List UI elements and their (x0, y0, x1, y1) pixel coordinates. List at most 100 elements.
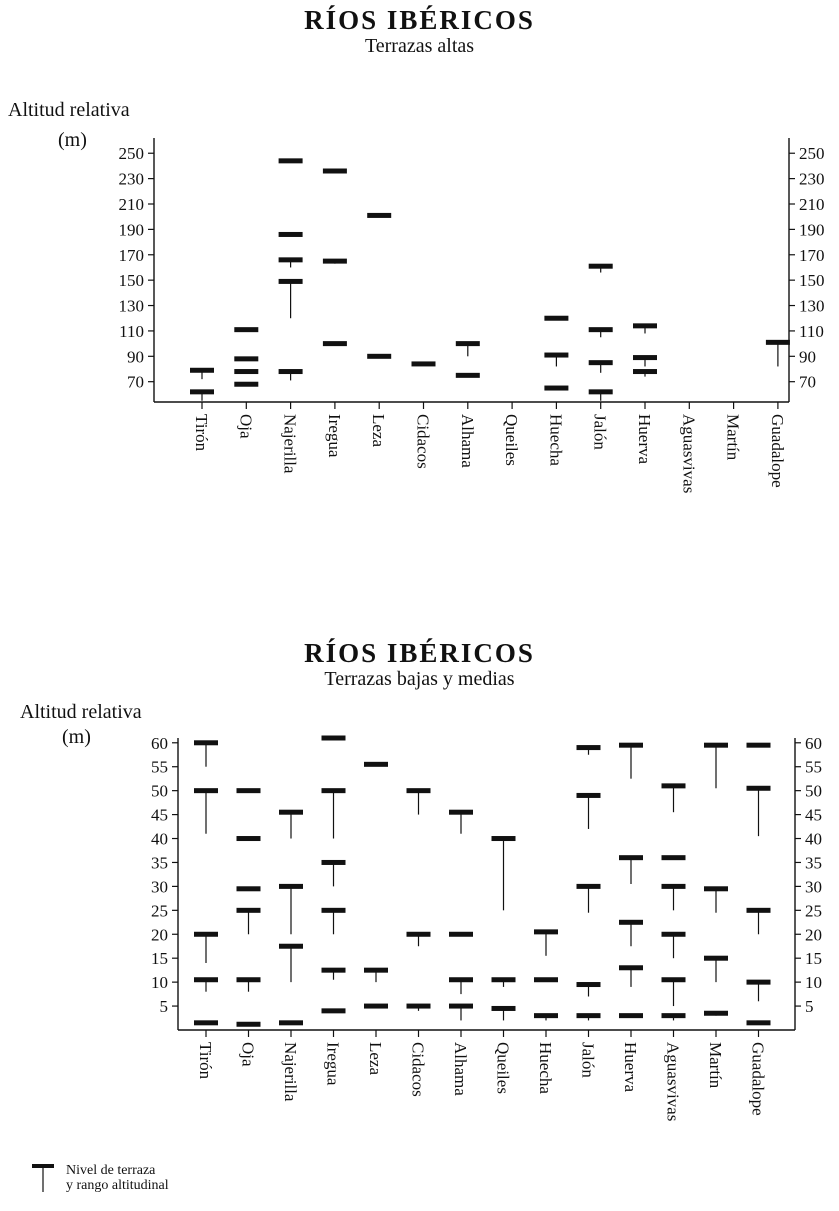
terrace-level-bar (633, 355, 657, 361)
x-tick-label: Queiles (502, 414, 521, 466)
terrace-level-bar (406, 1003, 431, 1009)
terrace-level-bar (633, 323, 657, 329)
terrace-level-bar (491, 1005, 516, 1011)
x-tick-label: Alhama (458, 414, 477, 468)
terrace-level-bar (278, 369, 303, 375)
x-tick-label: Huerva (635, 414, 654, 464)
y-tick-label-left: 45 (151, 806, 168, 825)
y-tick-label-right: 40 (805, 830, 822, 849)
y-tick-label-right: 55 (805, 758, 822, 777)
terrace-level-bar (278, 231, 303, 237)
terrace-level-bar (364, 1003, 388, 1009)
terrace-level-bar (576, 982, 601, 988)
y-tick-label-left: 90 (127, 347, 144, 366)
terrace-level-bar (661, 977, 686, 983)
y-tick-label-left: 40 (151, 830, 168, 849)
y-tick-label-left: 20 (151, 925, 168, 944)
terrace-level-bar (234, 369, 259, 375)
terrace-level-bar (455, 372, 480, 378)
y-tick-label-right: 60 (805, 734, 822, 753)
terrace-level-bar (234, 327, 259, 333)
terrace-level-bar (619, 855, 643, 861)
terrace-level-bar (704, 886, 728, 892)
y-tick-label-right: 50 (805, 782, 822, 801)
terrace-level-bar (278, 158, 303, 164)
legend-label: Nivel de terraza y rango altitudinal (66, 1163, 169, 1193)
terrace-level-bar (619, 965, 643, 971)
y-tick-label-left: 150 (119, 271, 145, 290)
terrace-level-bar (194, 1020, 218, 1026)
y-tick-label-right: 70 (799, 373, 816, 392)
terrace-level-bar (194, 977, 218, 983)
y-tick-label-right: 45 (805, 806, 822, 825)
x-tick-label: Najerilla (281, 414, 300, 474)
terrace-level-bar (661, 931, 686, 937)
terrace-level-bar (278, 278, 303, 284)
terrace-level-bar (633, 369, 657, 375)
terrace-level-bar (236, 788, 261, 794)
y-tick-label-left: 70 (127, 373, 144, 392)
terrace-level-bar (406, 788, 431, 794)
y-tick-label-left: 110 (119, 322, 144, 341)
terrace-level-bar (746, 979, 771, 985)
terrace-level-bar (746, 785, 771, 791)
terrace-level-bar (534, 1013, 558, 1019)
terrace-level-bar (746, 1020, 771, 1026)
terrace-level-bar (321, 788, 346, 794)
y-tick-label-right: 130 (799, 297, 825, 316)
y-tick-label-left: 15 (151, 949, 168, 968)
y-tick-label-right: 210 (799, 195, 825, 214)
chart2-title: RÍOS IBÉRICOS (304, 638, 535, 668)
x-tick-label: Tirón (192, 414, 211, 452)
terrace-level-bar (619, 1013, 643, 1019)
x-tick-label: Guadalope (768, 414, 787, 488)
terrace-level-bar (765, 339, 790, 345)
y-tick-label-right: 230 (799, 170, 825, 189)
terrace-level-bar (279, 1020, 303, 1026)
terrace-level-bar (449, 977, 473, 983)
legend-line2: y rango altitudinal (66, 1178, 169, 1193)
x-tick-label: Jalón (591, 414, 610, 450)
chart1-subtitle: Terrazas altas (364, 35, 475, 57)
chart2-unit: (m) (62, 726, 91, 748)
x-tick-label: Jalón (579, 1042, 598, 1078)
terrace-level-bar (704, 1010, 728, 1016)
y-tick-label-left: 230 (119, 170, 145, 189)
y-tick-label-left: 170 (119, 246, 145, 265)
terrace-level-bar (455, 341, 480, 347)
terrace-level-bar (576, 1013, 601, 1019)
terrace-level-bar (236, 977, 261, 983)
terrace-level-bar (322, 341, 347, 347)
terrace-level-bar (491, 977, 516, 983)
x-tick-label: Aguasvivas (679, 414, 698, 493)
terrace-level-bar (364, 761, 388, 767)
chart1-plot: 70 70 90 90 110 110 130 130 150 150 170 170 190 190 21… (119, 138, 825, 493)
chart2-subtitle: Terrazas bajas y medias (324, 668, 515, 690)
y-tick-label-right: 35 (805, 853, 822, 872)
y-tick-label-right: 30 (805, 877, 822, 896)
terrace-level-bar (322, 168, 347, 174)
y-tick-label-right: 250 (799, 144, 825, 163)
terrace-level-bar (544, 385, 569, 391)
x-tick-label: Oja (239, 1042, 258, 1067)
y-tick-label-left: 50 (151, 782, 168, 801)
x-tick-label: Guadalope (749, 1042, 768, 1116)
y-tick-label-left: 210 (119, 195, 145, 214)
y-tick-label-right: 90 (799, 347, 816, 366)
terrace-level-bar (236, 907, 261, 913)
x-tick-label: Oja (236, 414, 255, 439)
terrace-level-bar (194, 740, 218, 746)
x-tick-label: Alhama (451, 1042, 470, 1096)
chart1-title: RÍOS IBÉRICOS (304, 5, 535, 35)
terrace-level-bar (279, 943, 303, 949)
terrace-level-bar (704, 955, 728, 961)
y-tick-label-left: 60 (151, 734, 168, 753)
y-tick-label-left: 55 (151, 758, 168, 777)
terrace-level-bar (234, 381, 259, 387)
x-tick-label: Martín (706, 1042, 725, 1089)
terrace-level-bar (544, 352, 569, 358)
terrace-level-bar (364, 967, 388, 973)
terrace-level-bar (321, 1008, 346, 1014)
y-tick-label-right: 10 (805, 973, 822, 992)
terrace-level-bar (367, 353, 392, 359)
